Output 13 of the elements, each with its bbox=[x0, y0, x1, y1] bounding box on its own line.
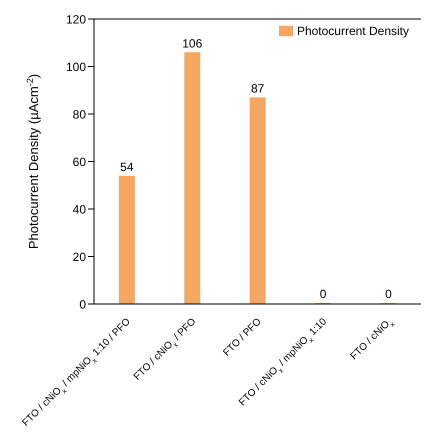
y-tick-label: 100 bbox=[66, 60, 86, 74]
data-label: 87 bbox=[250, 81, 265, 96]
y-tick-label: 120 bbox=[66, 12, 86, 26]
data-label: 54 bbox=[120, 160, 134, 174]
data-label: 106 bbox=[182, 36, 203, 50]
y-tick-label: 80 bbox=[72, 107, 86, 122]
y-tick-label: 40 bbox=[72, 202, 86, 216]
legend-label: Photocurrent Density bbox=[296, 24, 409, 38]
y-tick-label: 0 bbox=[79, 297, 86, 312]
data-label: 0 bbox=[385, 287, 392, 301]
data-label: 0 bbox=[320, 287, 327, 301]
y-tick-label: 20 bbox=[72, 250, 86, 264]
y-tick-label: 60 bbox=[72, 154, 86, 169]
